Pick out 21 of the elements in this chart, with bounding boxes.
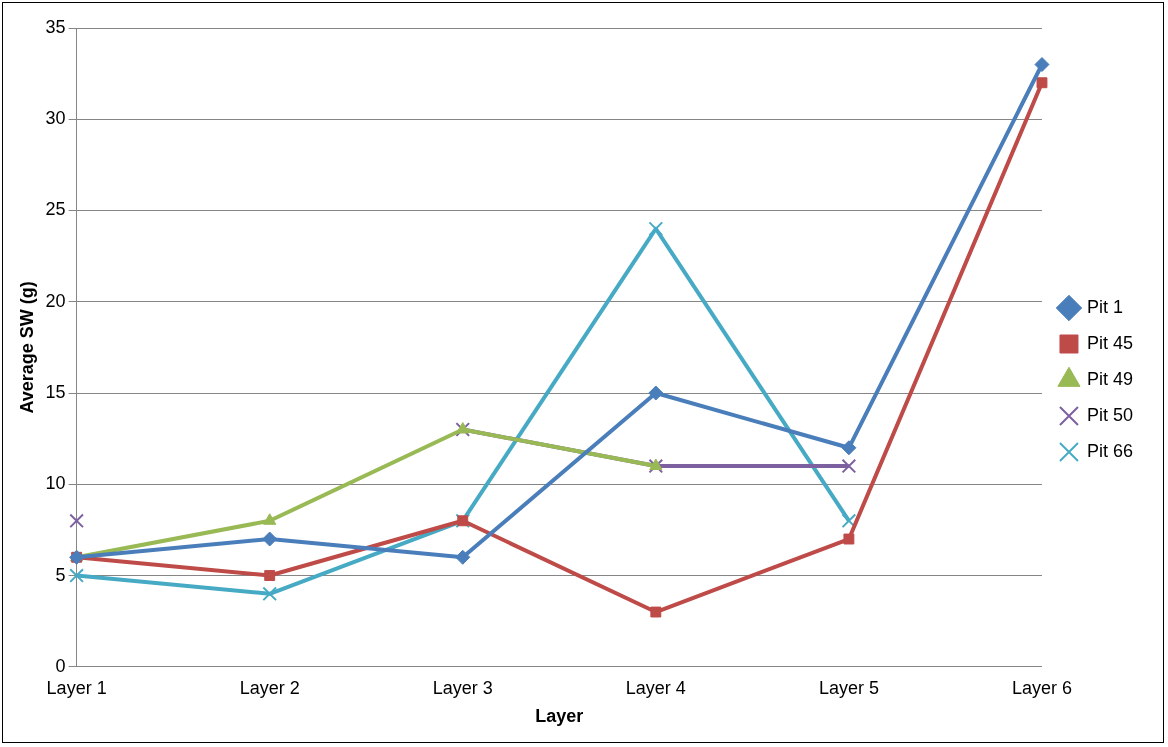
x-axis-title: Layer: [535, 706, 584, 727]
y-tick-label: 20: [45, 290, 66, 311]
x-tick-label: Layer 2: [239, 677, 300, 698]
y-tick-label: 35: [45, 16, 66, 37]
y-axis-title: Average SW (g): [16, 281, 37, 414]
legend-label: Pit 50: [1086, 404, 1133, 425]
x-tick-label: Layer 5: [818, 677, 879, 698]
x-tick-label: Layer 4: [625, 677, 686, 698]
y-tick-label: 15: [45, 382, 66, 402]
y-tick-label: 5: [55, 564, 66, 585]
legend-label: Pit 49: [1086, 368, 1133, 389]
legend-label: Pit 1: [1086, 296, 1123, 317]
x-tick-label: Layer 6: [1011, 677, 1072, 698]
legend-label: Pit 66: [1086, 440, 1133, 461]
y-tick-label: 25: [45, 199, 66, 220]
y-tick-label: 30: [45, 108, 66, 129]
y-tick-label: 0: [55, 655, 66, 676]
y-tick-label: 10: [45, 473, 66, 494]
legend-label: Pit 45: [1086, 332, 1133, 353]
x-tick-label: Layer 3: [432, 677, 493, 698]
x-tick-label: Layer 1: [46, 677, 107, 698]
